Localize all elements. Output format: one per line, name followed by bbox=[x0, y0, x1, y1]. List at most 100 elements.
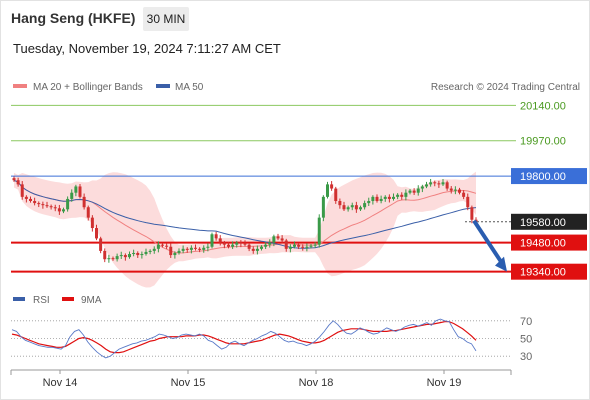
candle-body bbox=[37, 203, 41, 205]
candle-body bbox=[136, 252, 140, 256]
candle-body bbox=[111, 258, 115, 260]
timeframe-badge[interactable]: 30 MIN bbox=[143, 7, 189, 31]
candle-body bbox=[62, 209, 65, 212]
candle-body bbox=[20, 184, 24, 197]
resistance-label: 20140.00 bbox=[520, 100, 566, 112]
pivot-label: 19800.00 bbox=[520, 171, 566, 183]
forecast-arrow-head bbox=[495, 256, 507, 272]
candle-body bbox=[342, 205, 346, 210]
forecast-arrow-shaft bbox=[472, 219, 503, 263]
candle-body bbox=[53, 207, 57, 209]
candle-body bbox=[297, 244, 301, 247]
candle-body bbox=[33, 201, 37, 204]
rsi-tick-label: 70 bbox=[520, 316, 532, 328]
candle-body bbox=[334, 188, 338, 202]
candle-body bbox=[82, 196, 86, 208]
candle-body bbox=[466, 196, 470, 208]
candle-body bbox=[293, 244, 296, 247]
candle-body bbox=[29, 198, 32, 202]
candle-body bbox=[330, 184, 334, 189]
time-tick-label: Nov 14 bbox=[43, 377, 78, 389]
candle-body bbox=[425, 184, 428, 187]
candle-body bbox=[313, 244, 317, 246]
candle-body bbox=[49, 206, 53, 208]
candle-body bbox=[383, 196, 387, 199]
candle-body bbox=[12, 178, 16, 181]
rsi-ma-legend-label: 9MA bbox=[81, 295, 102, 306]
candle-body bbox=[144, 251, 148, 255]
candle-body bbox=[458, 189, 461, 193]
candle-body bbox=[214, 234, 218, 239]
candle-body bbox=[284, 240, 288, 249]
time-axis: Nov 14 Nov 15 Nov 18 Nov 19 bbox=[10, 369, 512, 389]
candle-body bbox=[210, 234, 214, 247]
datetime-label: Tuesday, November 19, 2024 7:11:27 AM CE… bbox=[13, 41, 281, 56]
candle-body bbox=[161, 244, 164, 246]
candle-body bbox=[41, 204, 45, 206]
candle-body bbox=[202, 247, 206, 250]
support-label: 19340.00 bbox=[520, 267, 566, 279]
candle-body bbox=[354, 205, 358, 210]
bollinger-band-layer bbox=[14, 171, 476, 288]
candle-body bbox=[317, 217, 321, 245]
candle-body bbox=[247, 244, 251, 249]
candle-body bbox=[103, 250, 107, 260]
candle-body bbox=[140, 254, 144, 256]
moving-average-layer bbox=[13, 179, 477, 254]
candle-body bbox=[227, 244, 230, 247]
candle-body bbox=[156, 244, 160, 249]
support-label-box bbox=[511, 263, 587, 280]
instrument-title: Hang Seng (HKFE) bbox=[11, 10, 136, 26]
candle-body bbox=[400, 194, 404, 197]
candle-body bbox=[309, 245, 313, 247]
candle-body bbox=[235, 242, 239, 245]
candle-body bbox=[462, 192, 466, 197]
candle-body bbox=[433, 182, 437, 184]
candle-body bbox=[416, 188, 420, 193]
candle-body bbox=[449, 188, 453, 191]
candle-body bbox=[222, 242, 226, 245]
candle-body bbox=[243, 243, 247, 245]
ma50-line bbox=[13, 179, 477, 249]
candle-body bbox=[70, 192, 74, 199]
candle-body bbox=[74, 186, 78, 193]
candle-body bbox=[57, 208, 61, 212]
candle-body bbox=[346, 207, 350, 210]
candle-body bbox=[181, 248, 185, 251]
candle-body bbox=[470, 207, 474, 220]
candle-body bbox=[280, 238, 284, 241]
candle-body bbox=[260, 246, 263, 249]
candle-body bbox=[371, 196, 375, 202]
candle-body bbox=[367, 201, 371, 204]
candle-body bbox=[66, 198, 70, 210]
candle-body bbox=[437, 183, 441, 185]
candle-body bbox=[387, 196, 391, 199]
candle-body bbox=[194, 247, 197, 249]
candle-body bbox=[359, 207, 362, 210]
candle-body bbox=[350, 205, 354, 208]
level-labels-layer: 20140.00 19970.00 19800.00 19580.00 19480.00… bbox=[511, 100, 587, 280]
candle-body bbox=[115, 256, 119, 260]
candle-body bbox=[453, 189, 457, 191]
candlestick-layer bbox=[12, 176, 478, 263]
candle-body bbox=[363, 203, 367, 208]
candle-body bbox=[218, 238, 222, 243]
candle-body bbox=[173, 252, 177, 256]
candle-body bbox=[326, 184, 329, 197]
candle-body bbox=[288, 246, 292, 249]
time-tick-label: Nov 19 bbox=[427, 377, 462, 389]
rsi-ma-legend-swatch bbox=[62, 297, 74, 301]
candle-body bbox=[264, 244, 268, 247]
pivot-label-box bbox=[511, 168, 587, 185]
time-tick-label: Nov 15 bbox=[171, 377, 206, 389]
rsi-legend-label: RSI bbox=[33, 295, 50, 306]
candle-body bbox=[185, 248, 189, 250]
candle-body bbox=[251, 248, 255, 251]
candle-body bbox=[379, 198, 383, 202]
candle-body bbox=[231, 244, 235, 247]
candle-body bbox=[301, 246, 305, 248]
candle-body bbox=[86, 207, 90, 218]
candle-body bbox=[198, 248, 202, 250]
candle-body bbox=[408, 190, 412, 193]
candle-body bbox=[169, 246, 173, 256]
